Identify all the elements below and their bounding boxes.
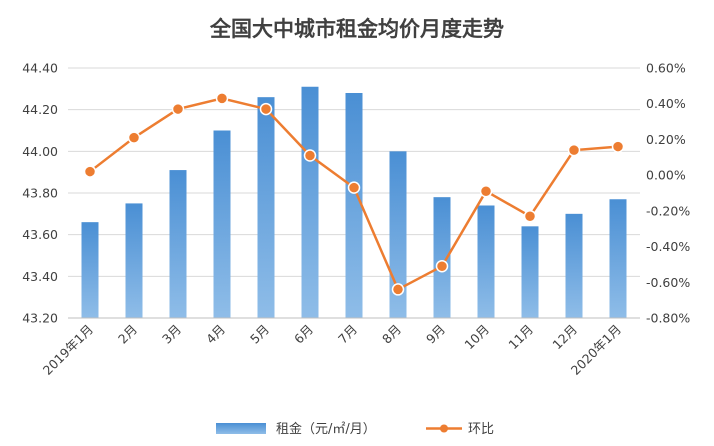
category-label: 2019年1月 [40, 322, 96, 378]
line-point [347, 181, 361, 194]
left-tick-label: 43.80 [22, 186, 58, 201]
right-tick-label: 0.20% [646, 132, 686, 147]
right-tick-label: 0.40% [646, 96, 686, 111]
bar [125, 203, 143, 318]
category-label: 7月 [335, 322, 360, 347]
bar [609, 199, 627, 318]
line-point [127, 131, 141, 144]
bar [169, 170, 187, 318]
line-point [259, 102, 273, 116]
left-tick-label: 43.40 [22, 269, 58, 284]
category-label: 8月 [379, 322, 404, 347]
line-series [83, 92, 625, 296]
right-tick-label: -0.80% [646, 311, 690, 326]
line-point [171, 102, 185, 116]
right-tick-label: -0.20% [646, 203, 690, 218]
line-point [611, 140, 625, 153]
bar [389, 151, 407, 318]
line-point [303, 149, 317, 162]
line-point [435, 259, 449, 273]
bar [521, 226, 539, 318]
category-label: 6月 [291, 322, 316, 347]
legend-bar-label: 租金（元/㎡/月） [276, 421, 376, 437]
bar [257, 97, 275, 319]
category-label: 4月 [203, 322, 228, 347]
bar [301, 86, 319, 318]
line-point [479, 184, 493, 198]
right-tick-label: 0.60% [646, 61, 686, 76]
bar [213, 130, 231, 318]
chart-title: 全国大中城市租金均价月度走势 [209, 16, 504, 41]
right-axis-ticks: -0.80% -0.60% -0.40% -0.20% 0.00% 0.20% 0.40% 0… [646, 61, 690, 326]
left-axis-ticks: 43.20 43.40 43.60 43.80 44.00 44.20 44.40 [22, 61, 58, 326]
legend: 租金（元/㎡/月） 环比 [216, 421, 494, 437]
category-label: 3月 [159, 322, 184, 347]
bar [81, 222, 99, 318]
category-label: 5月 [247, 322, 272, 347]
bar [345, 93, 363, 318]
line-point [523, 209, 537, 223]
bar [433, 197, 451, 318]
legend-bar-swatch [216, 423, 266, 434]
bar-series [81, 86, 627, 319]
category-label: 9月 [423, 322, 448, 347]
left-tick-label: 44.20 [22, 102, 58, 117]
legend-line-label: 环比 [468, 422, 494, 437]
right-tick-label: -0.40% [646, 239, 690, 254]
line-point [567, 143, 581, 157]
left-tick-label: 43.20 [22, 311, 58, 326]
legend-line-marker [440, 424, 448, 433]
category-label: 10月 [461, 322, 492, 353]
left-tick-label: 44.40 [22, 61, 58, 76]
right-tick-label: 0.00% [646, 168, 686, 183]
line-point [215, 92, 229, 105]
bar [565, 213, 583, 318]
line-point [83, 165, 97, 178]
category-label: 11月 [505, 322, 536, 353]
left-tick-label: 43.60 [22, 227, 58, 242]
bar [477, 205, 495, 318]
line-point [391, 283, 405, 296]
category-label: 2月 [115, 322, 140, 347]
left-tick-label: 44.00 [22, 144, 58, 159]
right-tick-label: -0.60% [646, 275, 690, 290]
category-label: 12月 [549, 322, 580, 353]
